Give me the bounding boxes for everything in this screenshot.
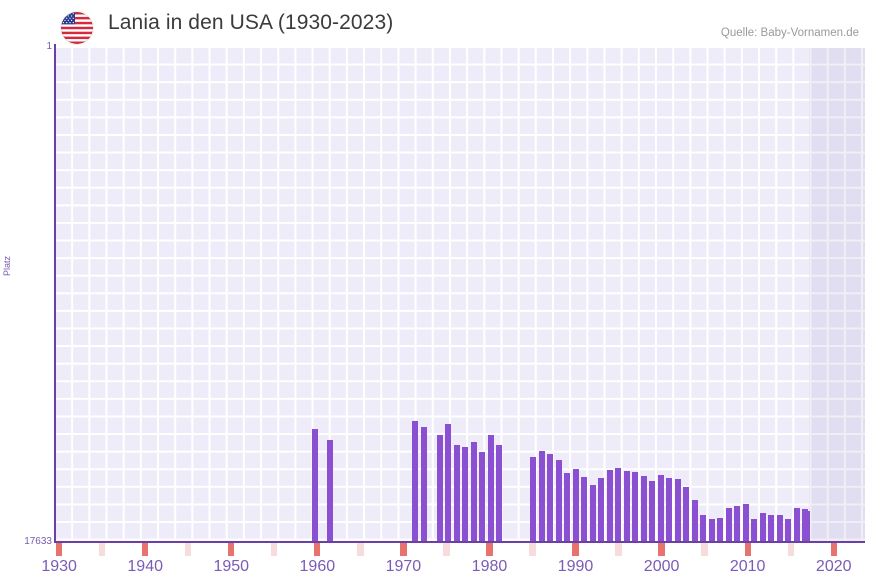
bar-2001[interactable] <box>649 481 656 541</box>
bar-2005[interactable] <box>683 487 690 541</box>
bar-2007[interactable] <box>700 515 707 541</box>
x-tick-mark-1945 <box>185 543 192 556</box>
x-axis-label-1930: 1930 <box>41 558 77 575</box>
bar-2004[interactable] <box>675 479 682 541</box>
x-tick-mark-1980 <box>486 543 493 556</box>
y-axis-tick-top: 1 <box>46 41 52 52</box>
source-label: Quelle: Baby-Vornamen.de <box>720 27 859 39</box>
bar-2013[interactable] <box>751 519 758 541</box>
x-axis-label-1970: 1970 <box>385 558 422 575</box>
bar-1960[interactable] <box>312 429 319 541</box>
bar-1980[interactable] <box>471 442 478 541</box>
x-axis-label-1980: 1980 <box>471 558 508 575</box>
x-tick-mark-2015 <box>787 543 794 556</box>
x-axis-label-1940: 1940 <box>127 558 163 575</box>
y-axis-title: Platz <box>2 255 12 276</box>
x-tick-mark-1950 <box>228 543 235 556</box>
bar-1988[interactable] <box>539 451 546 541</box>
bar-1979[interactable] <box>462 447 469 541</box>
bar-2008[interactable] <box>709 519 716 541</box>
x-tick-mark-1985 <box>529 543 536 556</box>
bar-1994[interactable] <box>590 485 597 541</box>
x-axis-tick-labels: 1930 1940 1950 1960 1970 1980 1990 2000 2010 2020 <box>0 558 873 584</box>
x-tick-mark-1965 <box>357 543 364 556</box>
bar-1962[interactable] <box>327 440 334 541</box>
x-axis-label-1990: 1990 <box>557 558 594 575</box>
bar-2022[interactable] <box>804 511 811 541</box>
bar-2015[interactable] <box>768 515 775 541</box>
bar-1974[interactable] <box>421 427 428 541</box>
bar-1998[interactable] <box>624 471 631 541</box>
x-axis-label-2020: 2020 <box>815 558 852 575</box>
page-title: Lania in den USA (1930-2023) <box>108 11 394 34</box>
bar-1995[interactable] <box>598 478 605 541</box>
x-axis-label-1960: 1960 <box>299 558 336 575</box>
x-tick-mark-1940 <box>142 543 149 556</box>
bar-2006[interactable] <box>692 500 699 541</box>
bar-1977[interactable] <box>445 424 452 541</box>
plot-area <box>56 48 865 541</box>
x-axis-label-2010: 2010 <box>729 558 766 575</box>
bar-1991[interactable] <box>564 473 571 541</box>
x-tick-mark-1970 <box>400 543 407 556</box>
y-axis-line <box>54 44 56 543</box>
bar-2018[interactable] <box>794 508 801 541</box>
bar-1983[interactable] <box>496 445 503 541</box>
y-axis-tick-bottom: 17633 <box>24 536 52 547</box>
bar-1982[interactable] <box>488 435 495 541</box>
unranked-future-shade <box>809 48 865 541</box>
bar-1999[interactable] <box>632 472 639 541</box>
x-axis-tick-marks <box>56 543 865 556</box>
x-tick-mark-2010 <box>744 543 751 556</box>
x-tick-mark-1935 <box>99 543 106 556</box>
bar-2000[interactable] <box>641 476 648 541</box>
bar-1996[interactable] <box>607 470 614 541</box>
bar-2014[interactable] <box>760 513 767 541</box>
x-tick-mark-1930 <box>56 543 63 556</box>
x-axis-line <box>54 541 865 543</box>
bar-2002[interactable] <box>658 475 665 541</box>
bar-1973[interactable] <box>412 421 419 541</box>
us-flag-icon <box>61 12 93 44</box>
bar-2016[interactable] <box>777 515 784 541</box>
x-tick-mark-1960 <box>314 543 321 556</box>
bar-2003[interactable] <box>666 478 673 541</box>
x-tick-mark-1975 <box>443 543 450 556</box>
bar-2009[interactable] <box>717 518 724 541</box>
x-axis-label-2000: 2000 <box>643 558 680 575</box>
bar-1981[interactable] <box>479 452 486 541</box>
bar-1989[interactable] <box>547 454 554 541</box>
bar-2011[interactable] <box>734 506 741 541</box>
x-tick-mark-2020 <box>830 543 837 556</box>
bar-1992[interactable] <box>573 469 580 541</box>
chart-header: Lania in den USA (1930-2023) Quelle: Bab… <box>0 0 873 48</box>
bar-1990[interactable] <box>556 460 563 541</box>
bar-1987[interactable] <box>530 457 537 541</box>
bar-1976[interactable] <box>437 435 444 541</box>
bar-2012[interactable] <box>743 504 750 541</box>
x-axis-label-1950: 1950 <box>213 558 250 575</box>
bar-2010[interactable] <box>726 508 733 541</box>
x-tick-mark-2005 <box>701 543 708 556</box>
x-tick-mark-1990 <box>572 543 579 556</box>
x-tick-mark-1995 <box>615 543 622 556</box>
x-tick-mark-1955 <box>271 543 278 556</box>
bar-1993[interactable] <box>581 477 588 541</box>
bar-1997[interactable] <box>615 468 622 541</box>
bar-1978[interactable] <box>454 445 461 541</box>
x-tick-mark-2000 <box>658 543 665 556</box>
bar-2017[interactable] <box>785 519 792 541</box>
